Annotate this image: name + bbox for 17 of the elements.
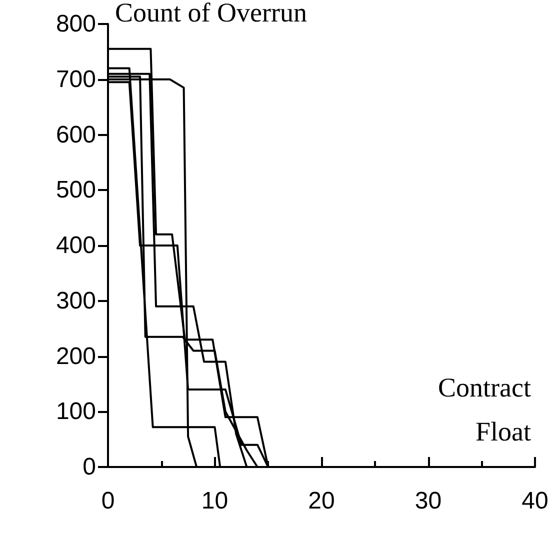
y-tick-label: 200 [56,342,96,370]
x-tick-label: 10 [201,488,228,514]
x-tick-label: 30 [414,488,442,514]
annotation: Float [475,416,532,446]
y-tick-label: 600 [56,121,96,148]
x-tick-label: 40 [522,488,548,514]
x-tick-label: 20 [308,488,335,514]
y-tick-label: 300 [56,287,96,314]
y-tick-label: 800 [56,10,96,38]
y-tick-label: 0 [82,454,96,480]
y-tick-label: 500 [56,176,96,204]
chart-title: Count of Overrun [115,0,308,28]
y-tick-label: 700 [56,66,96,93]
x-tick-label: 0 [101,488,115,514]
y-tick-label: 400 [56,232,96,259]
annotation: Contract [438,372,532,402]
y-tick-label: 100 [56,398,96,426]
